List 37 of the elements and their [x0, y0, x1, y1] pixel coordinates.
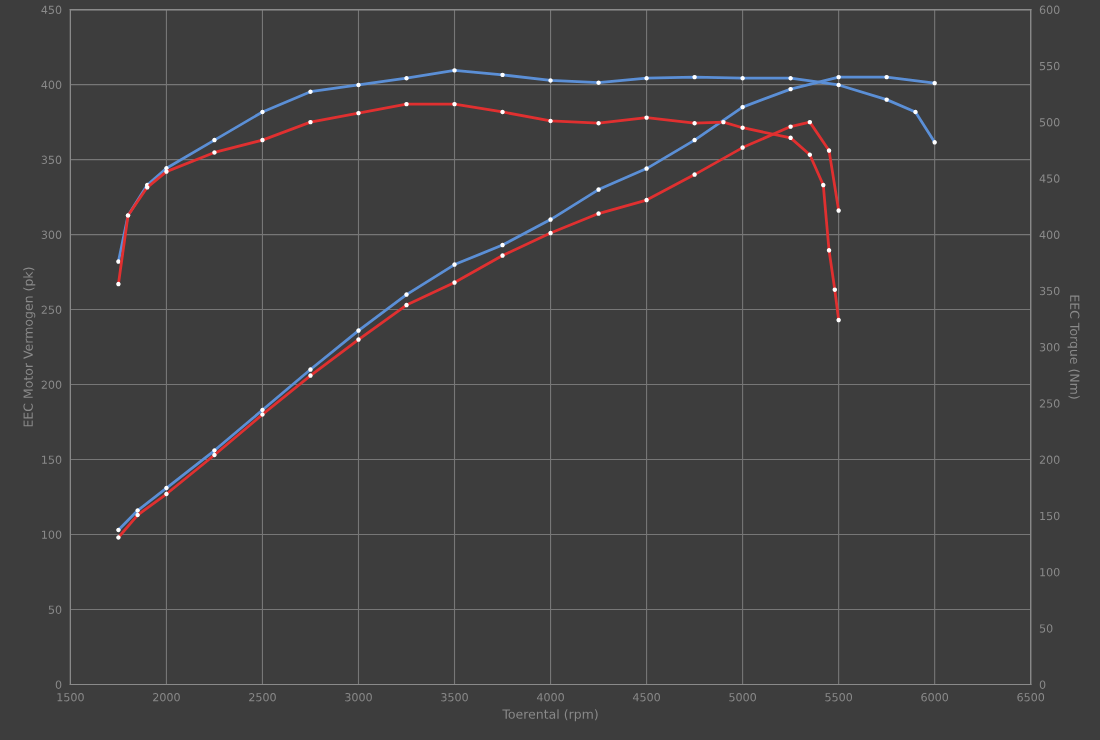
y2-tick-label: 150	[1040, 511, 1060, 521]
x-tick-label: 3000	[345, 693, 372, 702]
y2-tick-label: 250	[1039, 399, 1060, 408]
y-tick-label: 400	[41, 80, 62, 89]
x-tick-label: 6000	[921, 693, 949, 702]
x-tick-label: 3500	[441, 693, 468, 702]
y-tick-label: 450	[41, 5, 62, 14]
y2-tick-label: 200	[1039, 455, 1060, 464]
x-tick-label: 1500	[57, 693, 84, 702]
y-tick-label: 250	[41, 305, 62, 314]
y-tick-label: 0	[55, 680, 62, 689]
y-tick-label: 300	[41, 230, 62, 239]
y2-tick-label: 0	[1039, 680, 1046, 689]
y2-tick-label: 50	[1039, 624, 1053, 633]
y2-tick-label: 500	[1039, 118, 1060, 127]
x-tick-label: 6500	[1017, 693, 1045, 702]
y2-tick-label: 300	[1039, 343, 1060, 352]
x-tick-label: 4500	[632, 693, 660, 702]
x-axis-title: Toerental (rpm)	[502, 709, 598, 722]
y-tick-label: 200	[41, 380, 62, 389]
y2-tick-label: 100	[1040, 567, 1060, 577]
y-tick-label: 50	[48, 605, 62, 614]
y2-tick-label: 600	[1039, 5, 1060, 14]
y2-axis-title: EEC Torque (Nm)	[1067, 295, 1080, 399]
x-tick-label: 4000	[536, 693, 564, 702]
y-axis-title: EEC Motor Vermogen (pk)	[23, 267, 36, 427]
x-tick-label: 5500	[825, 693, 853, 702]
y-tick-label: 350	[41, 155, 62, 164]
y2-tick-label: 350	[1039, 286, 1060, 296]
y2-tick-label: 400	[1039, 230, 1060, 239]
x-tick-label: 2000	[153, 693, 180, 702]
x-tick-label: 5000	[729, 693, 757, 702]
x-tick-label: 2500	[249, 693, 276, 702]
y-tick-label: 100	[42, 530, 62, 539]
y2-tick-label: 550	[1039, 61, 1060, 71]
y-tick-label: 150	[42, 455, 62, 464]
y2-tick-label: 450	[1039, 174, 1060, 183]
